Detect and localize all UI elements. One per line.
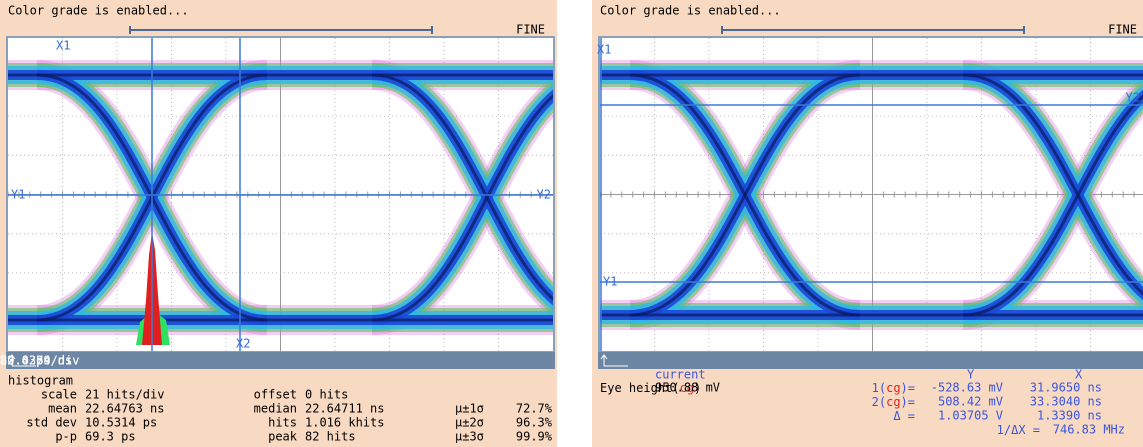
histogram-field: 1.016 khits — [305, 416, 384, 430]
timebase: 80.0 ps/div — [0, 354, 79, 368]
scale-icon — [8, 354, 36, 367]
histogram-field: 69.3 ps — [85, 430, 136, 444]
histogram-field: 99.9% — [516, 430, 553, 444]
eye-label-part: cg — [679, 381, 693, 395]
eye-value: 950.88 mV — [655, 381, 720, 395]
histogram-field: peak — [268, 430, 298, 444]
status-bar — [6, 352, 555, 369]
row-x: 746.83 MHz — [1053, 423, 1125, 437]
row-label: Δ = — [893, 409, 915, 423]
scale-icon — [600, 354, 628, 367]
histogram-field: 22.64763 ns — [85, 402, 164, 416]
row-y: 508.42 mV — [938, 395, 1003, 409]
row-label-part: 1/ΔX = — [997, 423, 1040, 437]
row-label-part: Δ = — [893, 409, 915, 423]
histogram-field: hits — [268, 416, 297, 430]
eye-label-part: ) — [694, 381, 701, 395]
screen-content — [600, 38, 1143, 351]
row-label-part: )= — [901, 381, 915, 395]
histogram-field: 96.3% — [516, 416, 553, 430]
cursor-label: Y1 — [603, 275, 617, 289]
histogram-field: μ±1σ — [455, 402, 484, 416]
histogram-title: histogram — [8, 374, 73, 388]
mode-label: FINE — [516, 23, 545, 37]
histogram-field: μ±3σ — [455, 430, 484, 444]
histogram-field: 10.5314 ps — [85, 416, 157, 430]
timebase: 80.0 ps/div — [0, 354, 79, 368]
col-current: current — [655, 368, 706, 382]
col-y: Y — [967, 368, 975, 382]
histogram-field: median — [254, 402, 297, 416]
eye-label: Eye height(cg) — [600, 381, 701, 395]
histogram-field: mean — [48, 402, 77, 416]
histogram-field: std dev — [26, 416, 77, 430]
histogram-field: 82 hits — [305, 430, 356, 444]
cursor-label: X1 — [56, 39, 70, 53]
row-label: 1(cg)= — [872, 381, 915, 395]
cursor-label: X1 — [597, 43, 611, 57]
row-label-part: 1( — [872, 381, 886, 395]
row-label-part: 2( — [872, 395, 886, 409]
status-text: Color grade is enabled... — [600, 4, 781, 18]
histogram-field: scale — [41, 388, 77, 402]
cursor-label: Y1 — [11, 188, 25, 202]
row-label-part: )= — [901, 395, 915, 409]
position: 32.4284 ns — [0, 354, 72, 368]
histogram-field: p-p — [55, 430, 77, 444]
row-x: 33.3040 ns — [1030, 395, 1102, 409]
row-label-part: cg — [886, 381, 900, 395]
eye-label-part: Eye height( — [600, 381, 679, 395]
histogram-field: 22.64711 ns — [305, 402, 384, 416]
col-x: X — [1075, 368, 1083, 382]
cursor-label: Y2 — [1126, 91, 1140, 105]
status-bar — [598, 352, 1143, 369]
eye-trace — [962, 94, 1143, 317]
row-label: 1/ΔX = — [997, 423, 1040, 437]
row-x: 31.9650 ns — [1030, 381, 1102, 395]
screen-content — [8, 38, 553, 351]
row-y: 1.03705 V — [938, 409, 1003, 423]
position: 22.4379 ns — [0, 354, 72, 368]
histogram-field: offset — [254, 388, 297, 402]
cursor-label: X2 — [236, 337, 250, 351]
row-label-part: cg — [886, 395, 900, 409]
histogram-field: 21 hits/div — [85, 388, 164, 402]
eye-trace — [629, 73, 861, 317]
row-label: 2(cg)= — [872, 395, 915, 409]
mode-label: FINE — [1108, 23, 1137, 37]
row-y: -528.63 mV — [931, 381, 1003, 395]
eye-trace — [371, 94, 553, 322]
cursor-label: Y2 — [537, 188, 551, 202]
histogram-field: μ±2σ — [455, 416, 484, 430]
histogram-field: 72.7% — [516, 402, 553, 416]
histogram-field: 0 hits — [305, 388, 348, 402]
status-text: Color grade is enabled... — [8, 4, 189, 18]
row-x: 1.3390 ns — [1037, 409, 1102, 423]
